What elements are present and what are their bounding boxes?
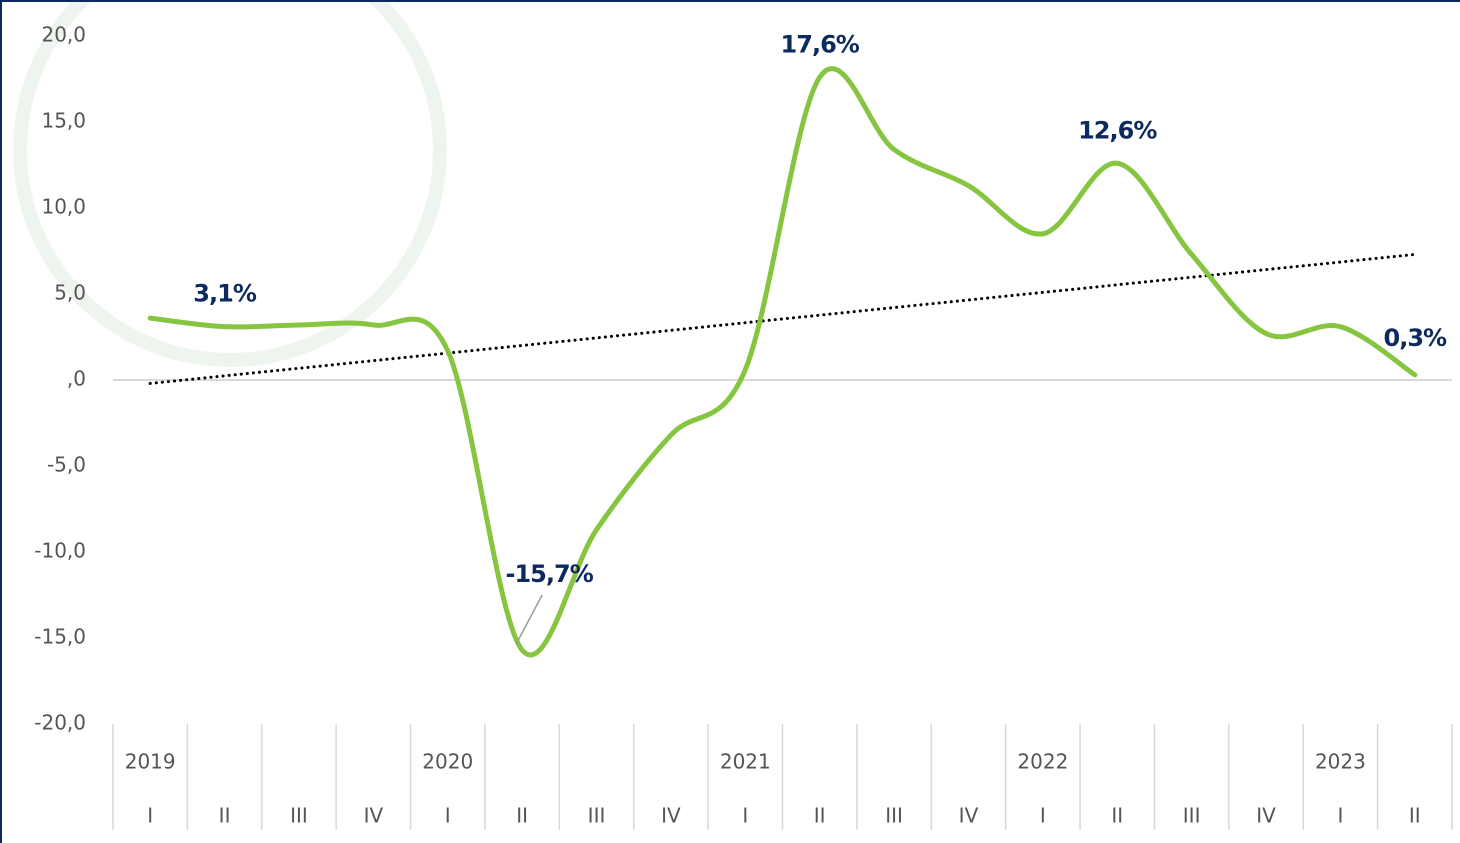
x-tick-label: II	[516, 804, 528, 828]
x-tick-label: I	[445, 804, 451, 828]
y-tick-label: -20,0	[34, 711, 86, 735]
x-tick-label: I	[1337, 804, 1343, 828]
year-label: 2022	[1017, 750, 1068, 774]
x-tick-label: IV	[661, 804, 681, 828]
x-tick-label: III	[885, 804, 903, 828]
decoration	[13, 0, 447, 367]
y-tick-label: 5,0	[54, 281, 86, 305]
data-label: 12,6%	[1078, 116, 1157, 144]
x-tick-label: I	[147, 804, 153, 828]
data-label: 0,3%	[1384, 324, 1448, 352]
year-label: 2019	[125, 750, 176, 774]
data-label: 3,1%	[193, 280, 257, 308]
data-label: -15,7%	[506, 560, 594, 588]
x-tick-label: IV	[959, 804, 979, 828]
x-tick-label: II	[1111, 804, 1123, 828]
y-tick-label: 10,0	[41, 195, 86, 219]
year-label: 2020	[422, 750, 473, 774]
y-tick-label: ,0	[67, 367, 86, 391]
x-tick-label: III	[290, 804, 308, 828]
x-tick-label: III	[1183, 804, 1201, 828]
y-tick-label: -5,0	[47, 453, 86, 477]
x-tick-label: I	[742, 804, 748, 828]
data-label: 17,6%	[781, 30, 860, 58]
x-tick-label: I	[1040, 804, 1046, 828]
series-line	[147, 66, 1418, 658]
y-tick-label: -10,0	[34, 539, 86, 563]
y-tick-label: -15,0	[34, 625, 86, 649]
y-tick-label: 15,0	[41, 109, 86, 133]
x-tick-label: IV	[364, 804, 384, 828]
leader-line	[515, 594, 543, 645]
x-tick-label: II	[1409, 804, 1421, 828]
year-label: 2023	[1315, 750, 1366, 774]
trendline	[148, 252, 1417, 385]
x-tick-label: III	[588, 804, 606, 828]
x-tick-label: II	[814, 804, 826, 828]
year-label: 2021	[720, 750, 771, 774]
x-tick-label: II	[219, 804, 231, 828]
y-tick-label: 20,0	[41, 23, 86, 47]
x-tick-label: IV	[1256, 804, 1276, 828]
